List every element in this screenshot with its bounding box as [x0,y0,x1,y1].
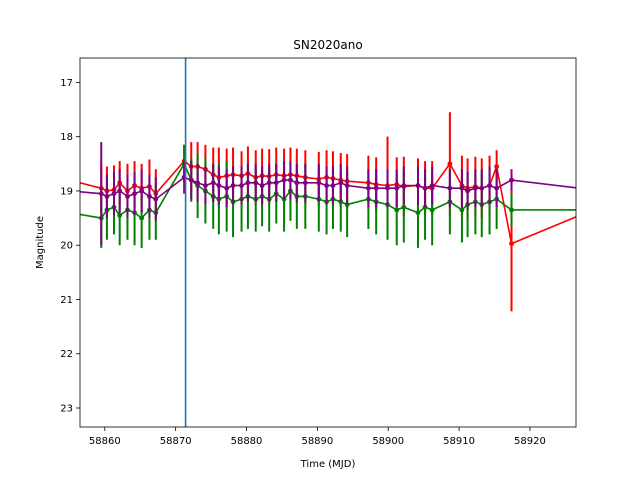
data-point [509,207,514,213]
data-point [288,177,293,183]
y-tick-label: 22 [60,349,73,360]
data-point [373,185,379,191]
data-point [294,180,300,186]
data-point [139,188,145,194]
data-point [447,185,453,191]
y-tick-label: 19 [60,186,73,197]
data-point [447,161,453,167]
y-tick-label: 23 [60,404,73,415]
data-point [577,186,582,191]
x-tick-label: 58880 [231,436,263,447]
data-point [577,208,582,213]
data-point [509,177,514,183]
x-tick-label: 58900 [372,436,404,447]
data-point [195,180,201,186]
data-point [338,180,344,186]
data-point [273,180,279,186]
data-point [401,183,407,188]
data-point [394,185,400,191]
x-tick-label: 58910 [443,436,475,447]
data-point [577,213,582,218]
data-point [139,215,145,221]
data-point [104,193,110,199]
data-point [117,212,123,218]
y-tick-label: 18 [60,132,73,143]
data-point [494,164,500,169]
y-axis: 17 18 19 20 21 22 23 [60,78,80,415]
data-point [117,188,123,194]
data-point [67,210,72,215]
data-point [210,180,216,186]
y-tick-label: 17 [60,78,73,89]
data-point [188,177,194,183]
data-point [281,177,287,183]
series-0 [67,112,582,312]
data-point [459,207,465,213]
data-point [216,183,222,188]
data-point [125,193,130,199]
data-point [394,207,400,213]
data-point [338,199,344,205]
data-point [401,204,407,210]
data-point [479,185,485,191]
data-point [494,185,500,191]
series-2 [80,142,582,246]
data-point [465,188,470,194]
data-point [324,183,329,188]
data-point [230,183,236,188]
x-axis: 58860 58870 58880 58890 58900 58910 58920 [89,427,546,447]
data-point [415,210,421,216]
y-tick-label: 20 [60,241,73,252]
data-point [459,185,465,191]
data-point [330,183,336,188]
data-point [472,185,478,191]
data-point [302,180,308,186]
x-tick-label: 58920 [514,436,546,447]
data-point [203,183,208,188]
data-point [111,191,117,197]
plot-frame [79,57,577,428]
data-point [245,180,251,186]
data-point [316,180,322,186]
x-tick-label: 58860 [89,436,121,447]
data-point [385,185,390,191]
data-point [153,196,159,202]
series-1 [67,144,582,248]
data-point [509,241,514,246]
x-tick-label: 58890 [301,436,333,447]
y-tick-label: 21 [60,295,73,306]
x-tick-label: 58870 [160,436,192,447]
data-point [147,193,152,199]
data-point [429,207,435,213]
plot-area [67,58,582,427]
data-point [281,196,287,202]
data-point [344,183,350,188]
data-point [224,185,230,191]
data-point [365,185,371,191]
data-point [422,185,428,191]
x-axis-label: Time (MJD) [300,459,356,470]
data-point [429,183,435,188]
data-point [259,183,265,188]
data-point [253,180,259,186]
data-point [487,183,492,188]
data-point [67,178,72,183]
data-point [415,183,421,188]
data-point [98,191,104,197]
series-line [80,162,576,220]
chart-title: SN2020ano [293,38,362,52]
data-point [239,183,244,188]
data-point [132,191,137,197]
data-point [266,180,272,186]
y-axis-label: Magnitude [35,216,46,269]
